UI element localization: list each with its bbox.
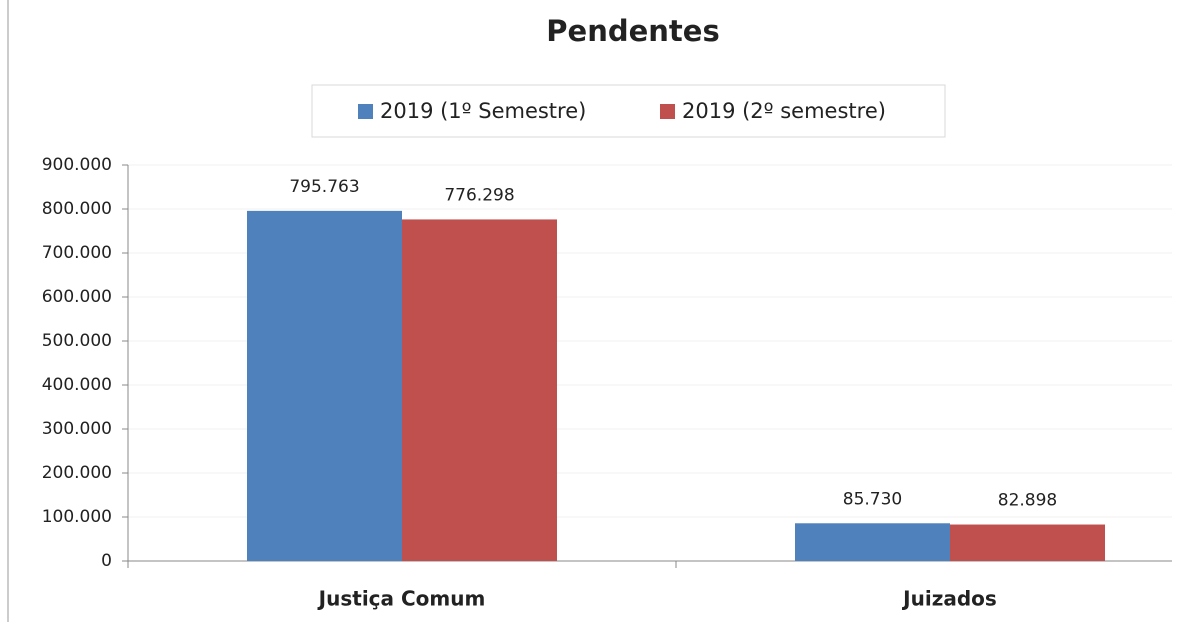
y-tick-label: 100.000 <box>42 507 112 527</box>
y-tick-label: 400.000 <box>42 375 112 395</box>
y-tick-label: 200.000 <box>42 463 112 483</box>
bar <box>950 524 1105 561</box>
bar <box>402 219 557 561</box>
y-tick-label: 500.000 <box>42 331 112 351</box>
x-tick-label: Juizados <box>901 587 997 611</box>
legend-box <box>311 84 946 138</box>
y-tick-label: 800.000 <box>42 199 112 219</box>
value-label: 85.730 <box>843 489 902 509</box>
legend-swatch <box>358 104 373 119</box>
legend-swatch <box>660 104 675 119</box>
y-tick-label: 900.000 <box>42 155 112 175</box>
bar <box>795 523 950 561</box>
value-label: 82.898 <box>998 491 1057 511</box>
y-tick-label: 300.000 <box>42 419 112 439</box>
x-tick-label: Justiça Comum <box>317 587 486 611</box>
bar <box>247 210 402 562</box>
y-tick-label: 0 <box>101 551 112 571</box>
value-label: 795.763 <box>289 177 359 197</box>
legend-label: 2019 (2º semestre) <box>682 99 886 123</box>
value-label: 776.298 <box>444 185 514 205</box>
chart-title: Pendentes <box>546 14 719 48</box>
y-tick-label: 600.000 <box>42 287 112 307</box>
y-tick-label: 700.000 <box>42 243 112 263</box>
legend-label: 2019 (1º Semestre) <box>380 99 586 123</box>
